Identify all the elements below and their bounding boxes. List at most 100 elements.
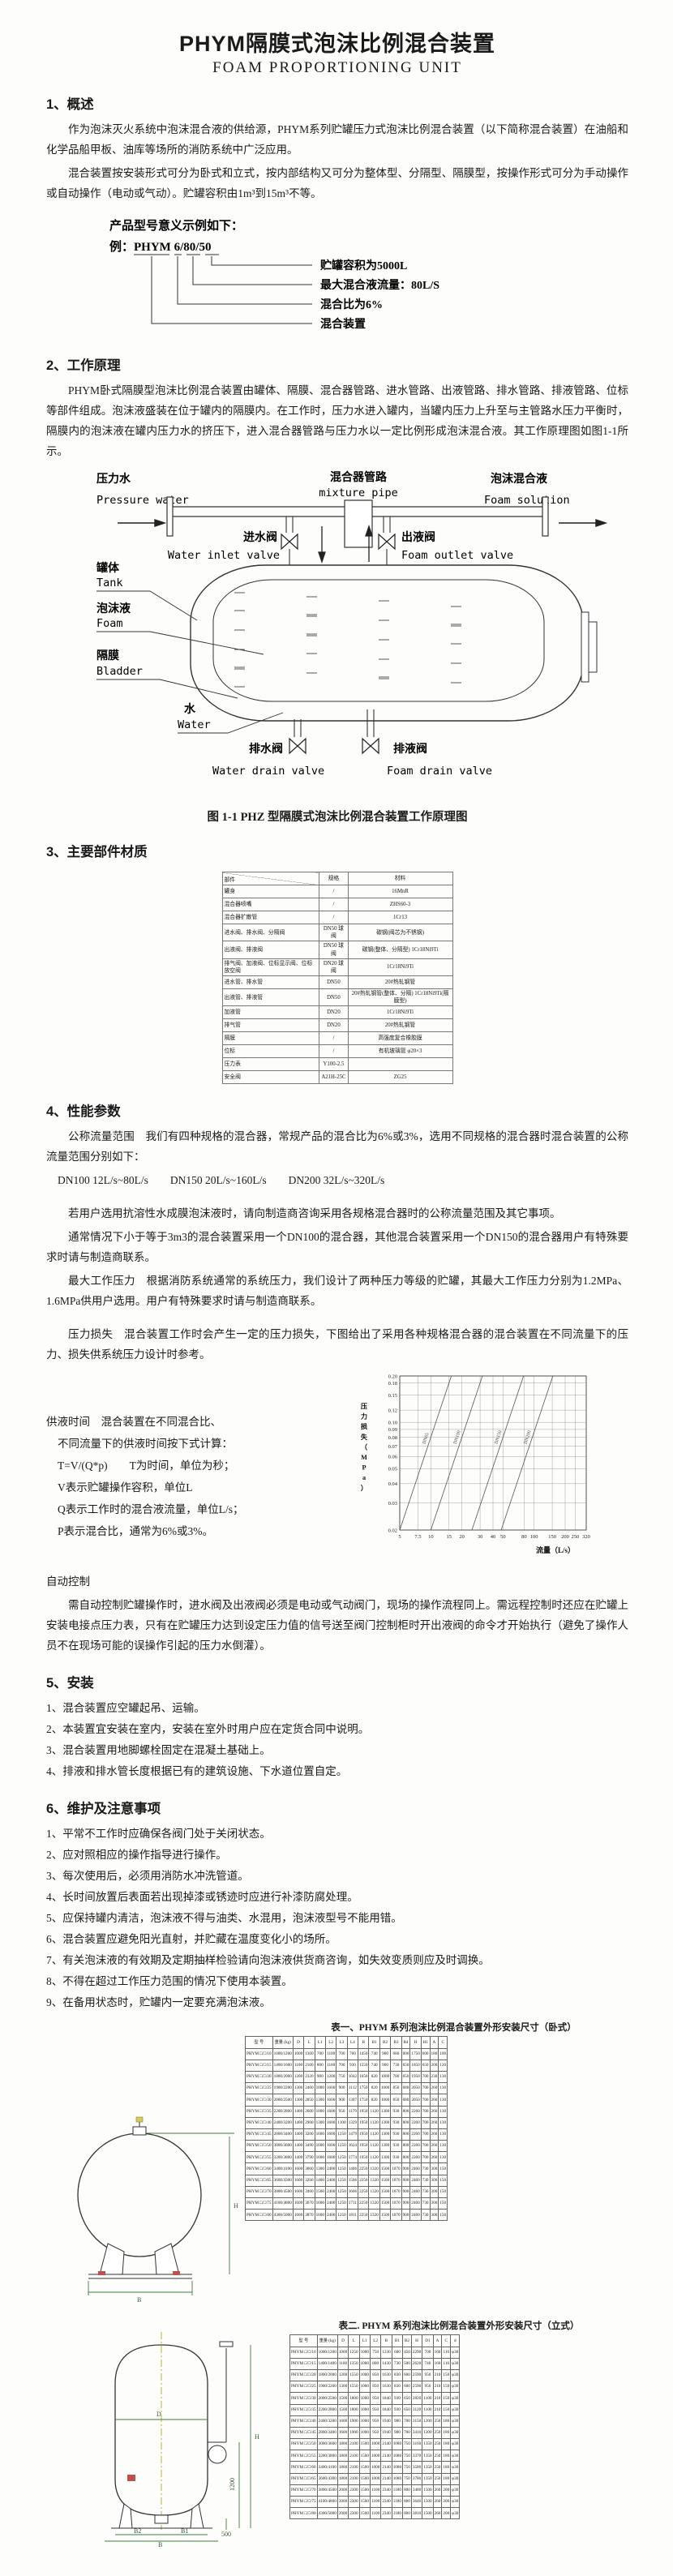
table-cell: 4100/4800 xyxy=(272,2197,294,2210)
table-header-cell: 重量 (kg) xyxy=(316,2334,338,2347)
mixture-pipe-label-cn: 混合器管路 xyxy=(330,470,388,484)
table-cell: 730 xyxy=(420,2197,431,2210)
table-cell: 750 xyxy=(369,2346,382,2359)
table-cell: 2400 xyxy=(324,2174,337,2187)
table-cell: 2460 xyxy=(409,2162,422,2175)
table-cell: 260 xyxy=(429,2094,439,2107)
table-cell: 700 xyxy=(336,2059,348,2072)
table-cell: φ30 xyxy=(450,2381,461,2394)
table-cell: 950 xyxy=(369,2403,382,2416)
table-cell: 3120 xyxy=(410,2403,423,2416)
foam-label-cn: 泡沫液 xyxy=(96,602,131,615)
table-cell: 1950 xyxy=(358,2151,370,2164)
table-cell: PHYM □/□/15 xyxy=(289,2357,318,2370)
table-cell: 20#热轧钢管(整体、分隔) 1Cr18Ni9Ti(隔膜型) xyxy=(347,988,453,1007)
table-header-cell: H1 xyxy=(420,2036,431,2049)
table-cell: 1600 xyxy=(292,2174,305,2187)
table-cell: 1600 xyxy=(314,2128,326,2141)
list-item: Q表示工作时的混合液流量，单位L/s； xyxy=(58,1503,244,1516)
table-header-cell: 材料 xyxy=(347,872,453,885)
mixture-pipe-label-en: mixture pipe xyxy=(319,486,398,499)
table-cell: 1250 xyxy=(336,2128,348,2141)
table-cell: 1112 xyxy=(346,2082,359,2095)
y-tick-label: 0.03 xyxy=(388,1501,397,1507)
table-row: PHYM □/□/65 3600/4300 1800 2100 1500 1000 2140… xyxy=(289,2472,461,2485)
tank-leader-line xyxy=(96,590,198,621)
table-cell: 800 xyxy=(314,2059,326,2072)
table-cell: 260 xyxy=(429,2128,439,2141)
table-cell: A21H-25C xyxy=(319,1070,349,1085)
table-cell: 130 xyxy=(438,2082,448,2095)
table-cell: 130 xyxy=(438,2070,448,2084)
x-tick-label: 100 xyxy=(530,1534,538,1540)
table-cell: 930 xyxy=(346,2059,359,2072)
table-cell: 250 xyxy=(432,2472,443,2485)
table-cell: 1070 xyxy=(390,2162,402,2175)
table-cell: 1330 xyxy=(380,2346,392,2359)
table-header-cell: 型 号 xyxy=(289,2334,318,2347)
table-cell: 1000 xyxy=(379,2070,392,2084)
list-item: 9、在备用状态时，贮罐内一定要充满泡沫液。 xyxy=(46,1996,271,2009)
water-inlet-valve-icon xyxy=(281,533,298,551)
table-cell: 1500 xyxy=(358,2450,371,2462)
table-cell: PHYM □/□/20 xyxy=(289,2368,318,2382)
table-cell: 1500 xyxy=(379,2162,392,2175)
table-cell: PHYM □/□/35 xyxy=(245,2105,273,2118)
table-cell: 750 xyxy=(402,2472,412,2485)
table-cell: 200 xyxy=(441,2484,452,2497)
table-cell: 1800 xyxy=(336,2461,349,2474)
table-cell: 加液管 xyxy=(221,1005,320,1020)
x-tick-label: 200 xyxy=(561,1534,569,1540)
y-tick-label: 0.05 xyxy=(388,1467,397,1472)
table-cell: 1300 xyxy=(379,2128,392,2141)
table-cell xyxy=(347,1057,453,1072)
table-cell: 1650 xyxy=(358,2070,370,2084)
table-cell: 1000 xyxy=(336,2346,349,2359)
table-cell: / xyxy=(319,911,349,924)
x-tick-label: 50 xyxy=(500,1534,506,1540)
table-cell: 3810 xyxy=(410,2507,423,2520)
table-cell: 1300 xyxy=(336,2381,349,2394)
table-cell: 2850 xyxy=(303,2094,315,2107)
bladder-outline xyxy=(212,579,545,702)
table-row: PHYM □/□/30 2000/2500 1500 1800 1000 950 1840 9… xyxy=(289,2392,461,2405)
table-cell: 180 xyxy=(429,2047,439,2060)
vertical-tank-drawing: D H 1200 500 B2 B1 B xyxy=(105,2332,259,2548)
table-cell: 2250 xyxy=(358,2185,370,2199)
table-cell: DN20 xyxy=(319,1005,349,1020)
table-cell: 1400 xyxy=(292,2128,305,2141)
table-row: PHYM □/□/25 1900/2200 1300 1550 1000 850 1630 8… xyxy=(289,2381,461,2394)
install-list: 1、混合装置应空罐起吊、运输。 2、本装置宜安装在室内，安装在室外时用户应在定货合… xyxy=(46,1698,628,1781)
table-cell: 1120 xyxy=(368,2105,380,2118)
list-item: 1、混合装置应空罐起吊、运输。 xyxy=(46,1702,205,1715)
table-cell: 1200 xyxy=(324,2070,337,2084)
top-nozzle xyxy=(132,2126,147,2136)
table-cell: 1300 xyxy=(314,2094,326,2107)
table-cell: 1000 xyxy=(358,2346,371,2359)
table-cell: 980 xyxy=(391,2426,404,2440)
table-cell: 2050 xyxy=(409,2094,422,2107)
table-cell: 1100 xyxy=(422,2403,434,2416)
water-inlet-valve-label-en: Water inlet valve xyxy=(168,549,280,562)
foam-leader-line xyxy=(96,631,264,655)
table-cell: 1Cr18Ni9Ti xyxy=(347,1005,453,1020)
table-cell: 混合器喷嘴 xyxy=(221,898,320,911)
table-cell: 1000 xyxy=(314,2082,326,2095)
table-cell: 300 xyxy=(429,2185,439,2199)
table-cell: 1600 xyxy=(314,2197,326,2210)
table-cell: 900 xyxy=(401,2174,411,2187)
table-cell: 1430 xyxy=(380,2357,392,2370)
table-cell: 1000/1200 xyxy=(272,2047,294,2060)
tank-label-en: Tank xyxy=(96,576,123,589)
page-subtitle: FOAM PROPORTIONING UNIT xyxy=(212,59,462,76)
table-cell: 600 xyxy=(402,2368,412,2382)
table-cell: / xyxy=(319,885,349,898)
x-tick-label: 10 xyxy=(428,1534,434,1540)
table-cell: PHYM □/□/25 xyxy=(245,2082,273,2095)
table-cell: 150 xyxy=(441,2392,452,2405)
table-cell: 2140 xyxy=(380,2438,392,2451)
table-cell: 1000 xyxy=(379,2094,392,2107)
table-cell: 730 xyxy=(420,2174,431,2187)
